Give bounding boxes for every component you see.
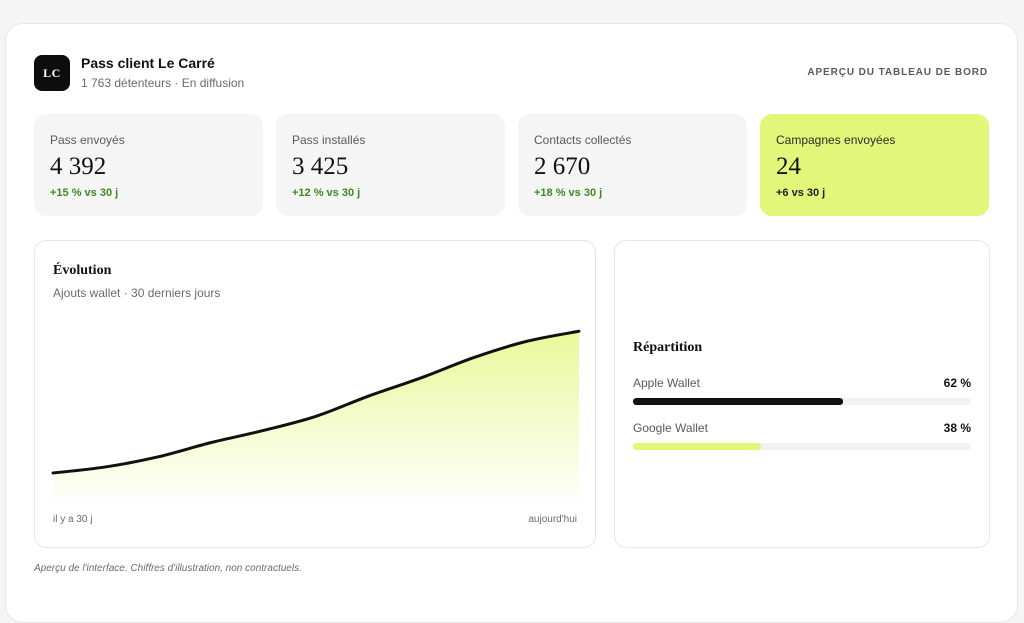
wallet-percent: 62 %	[943, 376, 971, 390]
wallet-bar-track	[633, 398, 971, 405]
kpi-delta: +15 % vs 30 j	[50, 187, 119, 199]
kpi-delta: +12 % vs 30 j	[292, 187, 361, 199]
wallet-bar-track	[633, 443, 971, 450]
kpi-delta: +6 vs 30 j	[776, 187, 826, 199]
evolution-panel: Évolution Ajouts wallet · 30 derniers jo…	[34, 240, 596, 548]
wallet-name: Apple Wallet	[633, 376, 700, 390]
chart-series-line	[51, 329, 581, 475]
kpi-label: Pass installés	[292, 133, 366, 147]
pass-title: Pass client Le Carré	[81, 55, 215, 71]
footnote: Aperçu de l'interface. Chiffres d'illust…	[34, 563, 302, 574]
wallet-row-apple: Apple Wallet 62 %	[633, 376, 971, 416]
kpi-delta: +18 % vs 30 j	[534, 187, 603, 199]
kpi-label: Campagnes envoyées	[776, 133, 896, 147]
kpi-card-campaigns: Campagnes envoyées 24 +6 vs 30 j	[760, 114, 989, 216]
x-axis-start-label: il y a 30 j	[53, 514, 93, 525]
dashboard-preview: LC Pass client Le Carré 1 763 détenteurs…	[5, 23, 1018, 623]
kpi-label: Contacts collectés	[534, 133, 632, 147]
wallet-bar-fill	[633, 398, 843, 405]
brand-logo: LC	[34, 55, 70, 91]
kpi-value: 24	[776, 153, 801, 180]
kpi-value: 4 392	[50, 153, 107, 180]
x-axis-end-label: aujourd'hui	[528, 514, 577, 525]
evolution-chart	[51, 329, 581, 499]
repartition-panel: Répartition Apple Wallet 62 % Google Wal…	[614, 240, 990, 548]
kpi-card-installed: Pass installés 3 425 +12 % vs 30 j	[276, 114, 505, 216]
wallet-row-google: Google Wallet 38 %	[633, 421, 971, 461]
kpi-value: 2 670	[534, 153, 591, 180]
kpi-value: 3 425	[292, 153, 349, 180]
pass-subtitle: 1 763 détenteurs · En diffusion	[81, 76, 245, 90]
kpi-card-sent: Pass envoyés 4 392 +15 % vs 30 j	[34, 114, 263, 216]
repartition-title: Répartition	[633, 340, 703, 355]
evolution-title: Évolution	[53, 263, 112, 278]
overview-label: APERÇU DU TABLEAU DE BORD	[807, 67, 988, 78]
wallet-name: Google Wallet	[633, 421, 708, 435]
kpi-label: Pass envoyés	[50, 133, 125, 147]
wallet-percent: 38 %	[943, 421, 971, 435]
wallet-bar-fill	[633, 443, 762, 450]
chart-area-fill	[53, 331, 579, 499]
kpi-card-contacts: Contacts collectés 2 670 +18 % vs 30 j	[518, 114, 747, 216]
evolution-subtitle: Ajouts wallet · 30 derniers jours	[53, 286, 221, 300]
